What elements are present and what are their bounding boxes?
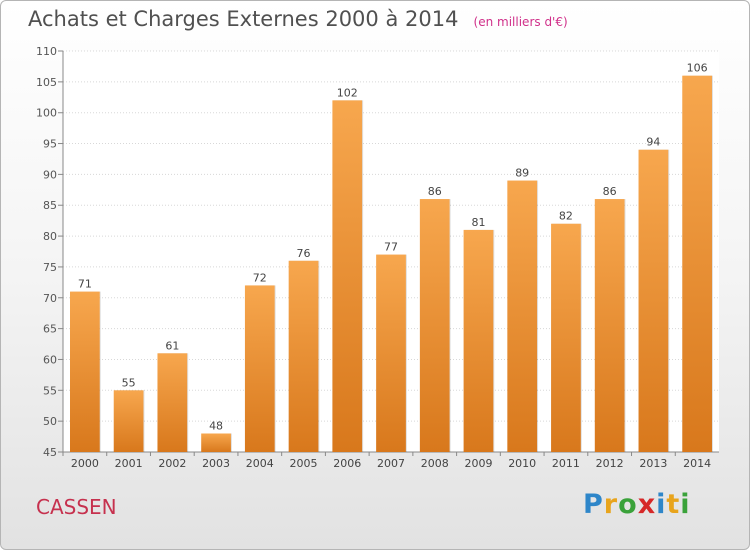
x-tick-label: 2014 [683, 457, 711, 470]
bar [419, 199, 450, 452]
bar [332, 100, 363, 452]
bar [69, 291, 100, 452]
bar [507, 180, 538, 453]
y-tick-label: 105 [36, 76, 57, 89]
x-tick-label: 2002 [158, 457, 186, 470]
x-tick-label: 2008 [421, 457, 449, 470]
x-tick-label: 2003 [202, 457, 230, 470]
logo-letter: o [618, 489, 638, 520]
y-tick-label: 100 [36, 107, 57, 120]
bar-value-label: 61 [165, 339, 179, 352]
bar-value-label: 72 [253, 271, 267, 284]
bar [376, 254, 406, 452]
bar-value-label: 102 [337, 86, 358, 99]
y-tick-label: 70 [43, 292, 57, 305]
chart-title: Achats et Charges Externes 2000 à 2014 [28, 7, 459, 31]
y-tick-label: 45 [43, 446, 57, 459]
x-tick-label: 2007 [377, 457, 405, 470]
x-tick-label: 2006 [333, 457, 361, 470]
bar [113, 390, 144, 452]
y-tick-label: 50 [43, 415, 57, 428]
bar-value-label: 86 [603, 185, 617, 198]
x-tick-label: 2011 [552, 457, 580, 470]
bar-value-label: 106 [687, 62, 708, 75]
bar-value-label: 48 [209, 419, 223, 432]
logo-letter: x [637, 489, 657, 520]
y-tick-label: 110 [36, 45, 57, 58]
logo-letter: i [680, 489, 691, 520]
bar [682, 75, 713, 452]
bar [288, 260, 319, 452]
bar-value-label: 89 [515, 167, 529, 180]
bar-value-label: 82 [559, 210, 573, 223]
y-tick-label: 95 [43, 138, 57, 151]
x-tick-label: 2004 [246, 457, 274, 470]
y-tick-label: 80 [43, 230, 57, 243]
bar-value-label: 81 [471, 216, 485, 229]
y-tick-label: 75 [43, 261, 57, 274]
y-tick-label: 60 [43, 353, 57, 366]
bar-value-label: 94 [646, 136, 660, 149]
x-tick-label: 2012 [596, 457, 624, 470]
bar [244, 285, 275, 452]
bar [638, 149, 669, 452]
x-tick-label: 2000 [71, 457, 99, 470]
y-tick-label: 55 [43, 384, 57, 397]
bar-value-label: 76 [297, 247, 311, 260]
bar [551, 223, 581, 452]
bar-value-label: 77 [384, 241, 398, 254]
proxiti-logo: Proxiti [583, 489, 691, 520]
y-tick-label: 65 [43, 323, 57, 336]
bar [463, 229, 494, 452]
x-tick-label: 2013 [639, 457, 667, 470]
x-tick-label: 2001 [115, 457, 143, 470]
chart-unit: (en milliers d'€) [473, 15, 568, 29]
y-tick-label: 85 [43, 199, 57, 212]
x-tick-label: 2010 [508, 457, 536, 470]
y-tick-label: 90 [43, 168, 57, 181]
x-tick-label: 2009 [464, 457, 492, 470]
bar-value-label: 71 [78, 278, 92, 291]
commune-name: CASSEN [36, 495, 117, 519]
logo-letter: P [583, 489, 604, 520]
logo-letter: t [666, 489, 681, 520]
bar-value-label: 55 [122, 376, 136, 389]
logo-letter: r [603, 489, 619, 520]
bar-value-label: 86 [428, 185, 442, 198]
chart-header: Achats et Charges Externes 2000 à 2014 (… [28, 7, 568, 31]
x-tick-label: 2005 [290, 457, 318, 470]
bar [201, 433, 231, 452]
bar [594, 199, 625, 452]
bar [157, 353, 188, 452]
logo-letter: i [656, 489, 667, 520]
